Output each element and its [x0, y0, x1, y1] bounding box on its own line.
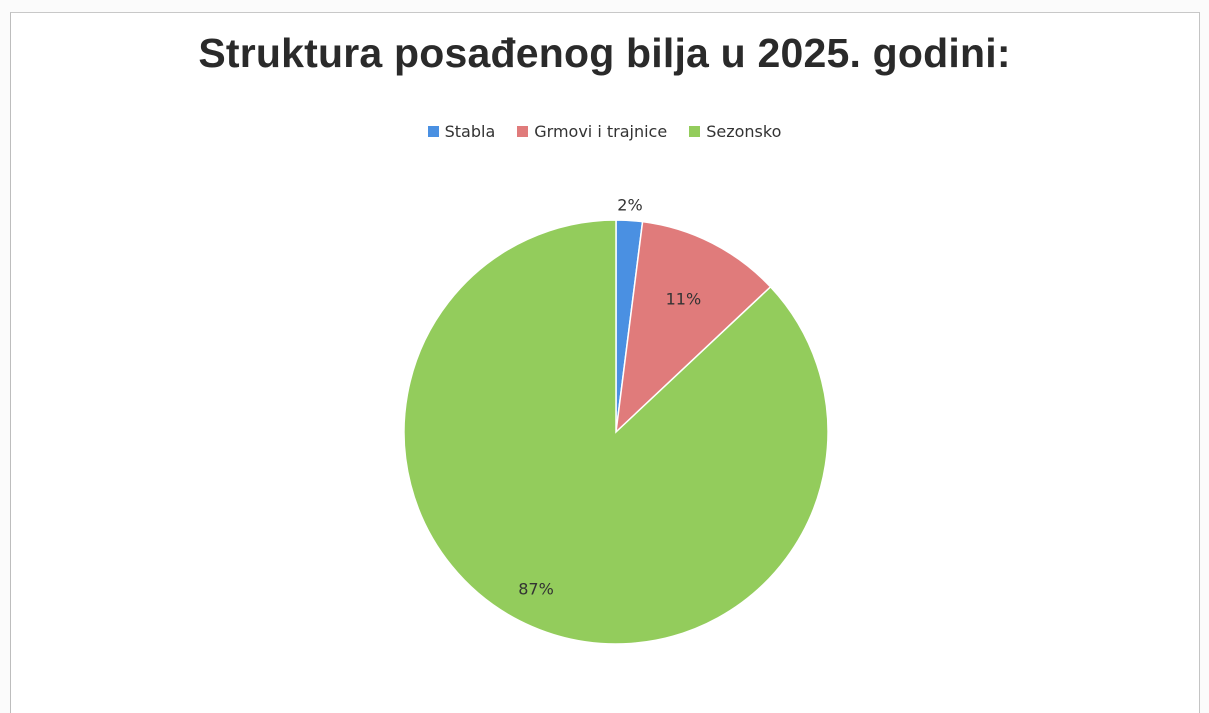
chart-title: Struktura posađenog bilja u 2025. godini…	[198, 30, 1011, 76]
legend-item-sezonsko: Sezonsko	[689, 122, 781, 141]
chart-legend: Stabla Grmovi i trajnice Sezonsko	[0, 122, 1209, 141]
data-label-stabla: 2%	[617, 196, 642, 215]
pie-labels: 2% 11% 87%	[518, 196, 701, 599]
legend-swatch-grmovi	[517, 126, 529, 137]
legend-swatch-stabla	[427, 126, 439, 137]
pie-slice-grmovi	[614, 220, 772, 434]
legend-swatch-sezonsko	[689, 126, 701, 137]
legend-item-grmovi: Grmovi i trajnice	[517, 122, 667, 141]
legend-label-grmovi: Grmovi i trajnice	[534, 122, 668, 141]
data-label-sezonsko: 87%	[518, 580, 554, 599]
pie-slices	[403, 219, 829, 645]
legend-item-stabla: Stabla	[427, 122, 496, 141]
data-label-grmovi: 11%	[666, 289, 702, 308]
legend-label-sezonsko: Sezonsko	[706, 122, 782, 141]
pie-slice-sezonsko	[403, 219, 829, 645]
legend-label-stabla: Stabla	[444, 122, 496, 141]
